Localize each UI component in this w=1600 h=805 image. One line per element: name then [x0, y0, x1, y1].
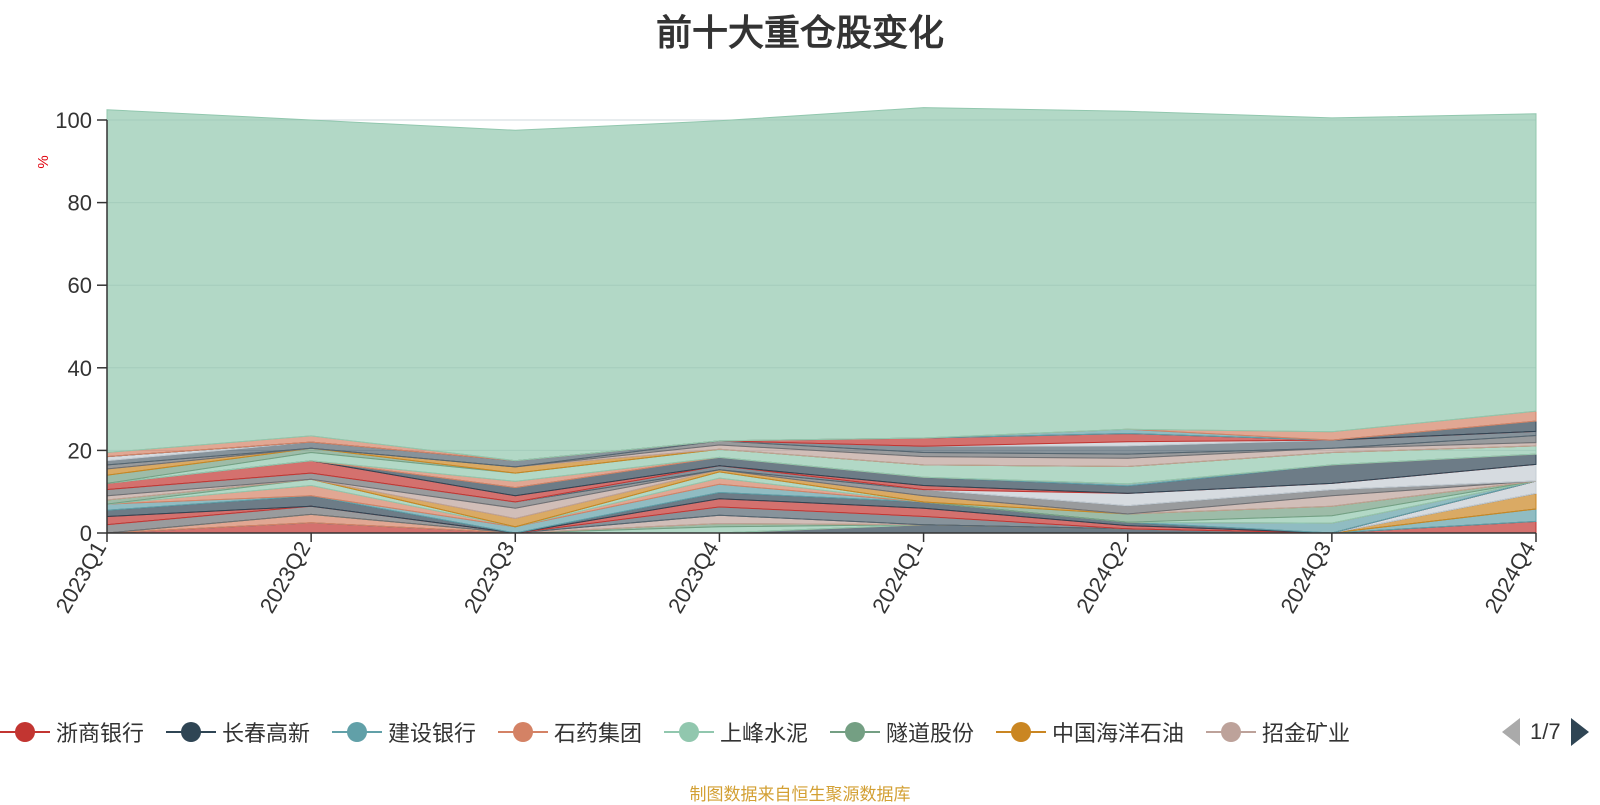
legend-item[interactable]: 隧道股份 — [830, 712, 974, 752]
x-tick-label: 2024Q1 — [867, 537, 928, 617]
legend-pager: 1/7 — [1500, 712, 1591, 752]
legend-label: 长春高新 — [222, 721, 311, 746]
legend-marker-icon — [332, 722, 382, 742]
legend-label: 中国海洋石油 — [1052, 721, 1185, 746]
area-series-37[interactable] — [106, 107, 1537, 462]
x-tick-label: 2023Q3 — [459, 537, 520, 617]
legend-label: 招金矿业 — [1262, 721, 1351, 746]
legend-marker-icon — [498, 722, 548, 742]
x-tick-label: 2023Q4 — [663, 537, 724, 617]
legend-item[interactable]: 上峰水泥 — [664, 712, 808, 752]
legend-next-icon[interactable] — [1569, 712, 1591, 752]
legend-label: 上峰水泥 — [720, 721, 809, 746]
legend-item[interactable]: 石药集团 — [498, 712, 642, 752]
data-source-note: 制图数据来自恒生聚源数据库 — [689, 785, 911, 804]
x-tick-label: 2024Q3 — [1275, 537, 1336, 617]
legend-label: 石药集团 — [554, 721, 643, 746]
legend-marker-icon — [830, 722, 880, 742]
legend-marker-icon — [0, 722, 50, 742]
legend-item[interactable]: 中国海洋石油 — [996, 712, 1184, 752]
legend-item[interactable]: 长春高新 — [166, 712, 310, 752]
y-axis-label: % — [35, 155, 52, 168]
legend-marker-icon — [166, 722, 216, 742]
x-tick-label: 2024Q2 — [1071, 537, 1132, 617]
legend-label: 隧道股份 — [886, 721, 975, 746]
legend-marker-icon — [664, 722, 714, 742]
y-tick-label: 60 — [68, 273, 92, 298]
legend-page-indicator: 1/7 — [1530, 719, 1561, 744]
legend-label: 建设银行 — [388, 721, 477, 746]
y-tick-label: 20 — [68, 438, 92, 463]
legend-item[interactable]: 招金矿业 — [1206, 712, 1350, 752]
area-series-layer — [106, 107, 1537, 534]
chart-title: 前十大重仓股变化 — [655, 12, 944, 53]
x-tick-label: 2023Q1 — [51, 537, 112, 617]
x-tick-label: 2023Q2 — [255, 537, 316, 617]
legend: 浙商银行 长春高新 建设银行 石药集团 上峰水泥 隧道股份 中国海洋石油 招金矿业 — [0, 712, 1600, 752]
legend-marker-icon — [996, 722, 1046, 742]
x-tick-label: 2024Q4 — [1480, 537, 1541, 617]
y-tick-label: 0 — [80, 521, 92, 546]
legend-item[interactable]: 浙商银行 — [0, 712, 144, 752]
y-tick-label: 40 — [68, 356, 92, 381]
y-tick-label: 80 — [68, 191, 92, 216]
legend-label: 浙商银行 — [56, 721, 145, 746]
legend-item[interactable]: 建设银行 — [332, 712, 476, 752]
y-tick-label: 100 — [55, 108, 92, 133]
legend-marker-icon — [1206, 722, 1256, 742]
legend-prev-icon[interactable] — [1500, 712, 1522, 752]
